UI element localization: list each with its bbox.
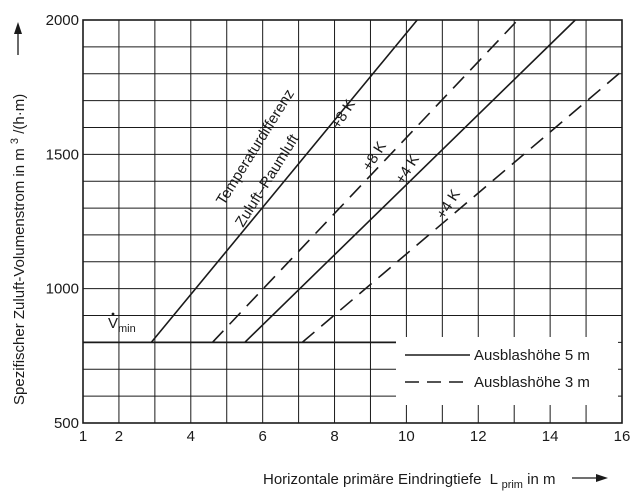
x-axis-title-sub: prim [502,479,523,491]
vmin-label-sub: min [118,323,136,335]
x-tick-label: 6 [258,428,266,445]
x-tick-label: 1 [79,428,87,445]
series-line-dashed [301,70,623,344]
legend-box [396,337,618,405]
x-tick-label: 12 [470,428,487,445]
series-group [150,19,623,344]
vmin-group: Vmin [83,312,407,344]
y-tick-label: 1000 [46,281,79,298]
legend: Ausblashöhe 5 m Ausblashöhe 3 m [396,337,618,405]
plot-border [82,19,623,424]
legend-label-dashed: Ausblashöhe 3 m [474,374,590,391]
x-tick-label: 16 [614,428,631,445]
y-axis-title-text: Spezifischer Zuluft-Volumenstrom in m [11,148,28,405]
legend-label-solid: Ausblashöhe 5 m [474,347,590,364]
annotation-dashed-4k: +4 K [433,187,464,223]
y-axis-title-unit: /(h·m) [11,94,28,134]
series-line-solid [244,19,576,343]
x-tick-label: 4 [187,428,195,445]
y-axis-arrow [14,22,22,55]
x-axis-title-unit: in m [527,471,555,488]
x-tick-label: 14 [542,428,559,445]
y-tick-label: 2000 [46,12,79,29]
x-axis-title-symbol: L [490,471,498,488]
y-axis-title: Spezifischer Zuluft-Volumenstrom in m 3 … [5,94,28,405]
annotation-solid-8k: +8 K [328,97,359,133]
y-tick-label: 500 [54,415,79,432]
y-axis-title-sup: 3 [9,138,21,144]
annotation-solid-4k: +4 K [392,152,423,188]
y-tick-label: 1500 [46,146,79,163]
x-axis-title: Horizontale primäre Eindringtiefe L prim… [263,471,555,492]
vmin-dot [111,312,115,316]
series-line-solid [150,19,418,343]
x-tick-label: 10 [398,428,415,445]
x-axis-arrow [572,474,608,482]
x-tick-label: 2 [115,428,123,445]
vmin-label: Vmin [108,315,136,335]
x-tick-label: 8 [330,428,338,445]
vmin-label-symbol: V [108,315,118,332]
annotation-dashed-8k: +8 K [359,139,390,175]
x-axis-title-text: Horizontale primäre Eindringtiefe [263,471,481,488]
